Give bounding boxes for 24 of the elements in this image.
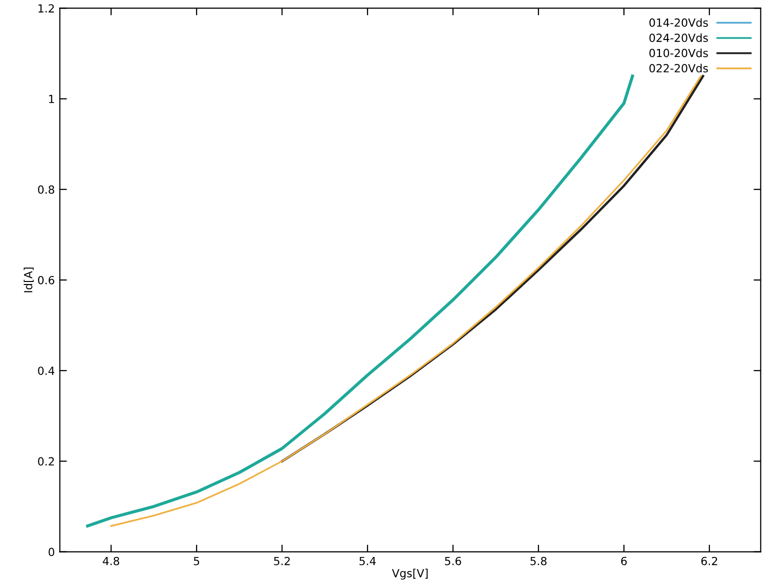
y-axis-title: Id[A] bbox=[24, 268, 34, 292]
y-tick-label: 0.4 bbox=[38, 366, 54, 375]
x-tick-label: 6 bbox=[621, 556, 627, 566]
legend-label: 010-20Vds bbox=[649, 48, 708, 58]
y-tick-label: 0 bbox=[48, 548, 54, 556]
x-tick-label: 5.2 bbox=[274, 556, 290, 566]
y-tick-label: 1.2 bbox=[38, 4, 54, 12]
legend-label: 024-20Vds bbox=[649, 33, 708, 42]
line-series bbox=[280, 74, 704, 462]
y-tick-label: 1 bbox=[49, 94, 54, 104]
legend-label: 014-20Vds bbox=[649, 18, 708, 27]
x-tick-label: 4.8 bbox=[102, 556, 120, 566]
legend-label: 022-20Vds bbox=[649, 64, 708, 72]
x-tick-label: 5.8 bbox=[530, 556, 547, 566]
x-tick-label: 5.6 bbox=[445, 556, 462, 566]
line-series bbox=[86, 74, 634, 528]
x-tick-label: 6.2 bbox=[701, 556, 718, 566]
y-tick-label: 0.2 bbox=[38, 457, 54, 466]
x-axis-title: Vgs[V] bbox=[392, 568, 428, 580]
y-tick-label: 0.6 bbox=[38, 276, 54, 284]
x-tick-label: 5 bbox=[194, 556, 200, 566]
line-series bbox=[110, 75, 702, 527]
x-tick-label: 5.4 bbox=[360, 556, 376, 566]
y-tick-label: 0.8 bbox=[38, 185, 54, 194]
